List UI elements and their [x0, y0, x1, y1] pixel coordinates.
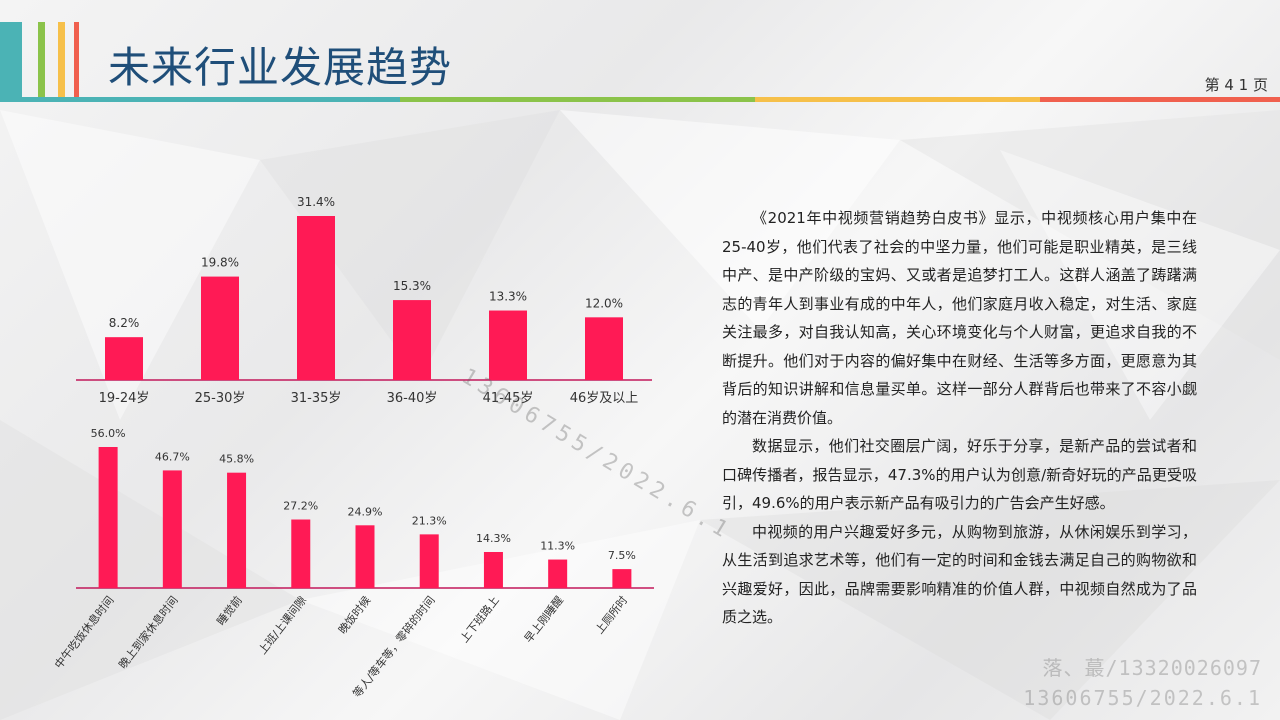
header-stripe-yellow — [755, 97, 1040, 102]
tick-label-1: 25-30岁 — [195, 391, 246, 406]
bar-2 — [227, 472, 247, 588]
tick-label-5: 46岁及以上 — [570, 391, 639, 406]
tick-label-6: 上下班路上 — [458, 594, 502, 645]
page-title: 未来行业发展趋势 — [108, 43, 453, 92]
data-label-6: 14.3% — [476, 532, 511, 545]
data-label-0: 8.2% — [109, 316, 140, 330]
bar-5 — [419, 534, 439, 588]
tick-label-4: 41-45岁 — [483, 391, 534, 406]
bar-4 — [489, 310, 527, 380]
bar-7 — [548, 559, 568, 588]
bar-3 — [393, 300, 431, 380]
header-stripe-green — [400, 97, 755, 102]
data-label-0: 56.0% — [91, 427, 126, 440]
data-label-2: 31.4% — [297, 195, 335, 209]
watermark-line-2: 13606755/2022.6.1 — [1023, 686, 1262, 710]
data-label-3: 27.2% — [283, 500, 318, 513]
header-stripe-teal — [0, 97, 400, 102]
bar-0 — [98, 447, 118, 588]
paragraph-2: 数据显示，他们社交圈层广阔，好乐于分享，是新产品的尝试者和口碑传播者，报告显示，… — [722, 437, 1197, 512]
tick-label-8: 上厕所时 — [593, 594, 630, 637]
data-label-5: 21.3% — [412, 514, 447, 527]
bar-4 — [355, 525, 375, 588]
watermark-line-1: 落、蕞/13320026097 — [1042, 656, 1262, 680]
data-label-3: 15.3% — [393, 279, 431, 293]
tick-label-2: 睡觉前 — [214, 593, 245, 628]
data-label-4: 13.3% — [489, 290, 527, 304]
data-label-1: 46.7% — [155, 450, 190, 463]
bar-8 — [612, 569, 632, 588]
tick-label-1: 晚上到家休息时间 — [115, 593, 180, 671]
tick-label-3: 36-40岁 — [387, 391, 438, 406]
viewing-time-chart: 56.0%中午吃饭休息时间46.7%晚上到家休息时间45.8%睡觉前27.2%上… — [51, 427, 654, 700]
bar-3 — [291, 519, 311, 588]
header-stripe-red — [1040, 97, 1280, 102]
paragraph-3: 中视频的用户兴趣爱好多元，从购物到旅游，从休闲娱乐到学习，从生活到追求艺术等，他… — [722, 522, 1197, 627]
data-label-5: 12.0% — [585, 296, 623, 310]
bar-5 — [585, 317, 623, 380]
data-label-2: 45.8% — [219, 453, 254, 466]
tick-label-0: 19-24岁 — [99, 391, 150, 406]
bar-0 — [105, 337, 143, 380]
tick-label-3: 上班/上课间隙 — [255, 593, 309, 657]
data-label-1: 19.8% — [201, 256, 239, 270]
data-label-7: 11.3% — [540, 540, 575, 553]
data-label-4: 24.9% — [348, 505, 383, 518]
age-distribution-chart: 8.2% 19-24岁 19.8% 25-30岁 31.4% 31-35岁 15.3% 36-… — [76, 195, 652, 406]
bar-1 — [201, 276, 239, 380]
data-label-8: 7.5% — [608, 549, 636, 562]
bar-1 — [162, 470, 182, 588]
tick-label-2: 31-35岁 — [291, 391, 342, 406]
page-number: 第 4 1 页 — [1204, 76, 1268, 94]
body-text: 《2021年中视频营销趋势白皮书》显示，中视频核心用户集中在25-40岁，他们代… — [722, 204, 1197, 632]
paragraph-1: 《2021年中视频营销趋势白皮书》显示，中视频核心用户集中在25-40岁，他们代… — [722, 209, 1197, 427]
bar-6 — [483, 551, 503, 588]
tick-label-7: 早上刚睡醒 — [522, 594, 566, 645]
bar-2 — [297, 216, 335, 380]
tick-label-4: 晚饭时候 — [335, 593, 373, 636]
